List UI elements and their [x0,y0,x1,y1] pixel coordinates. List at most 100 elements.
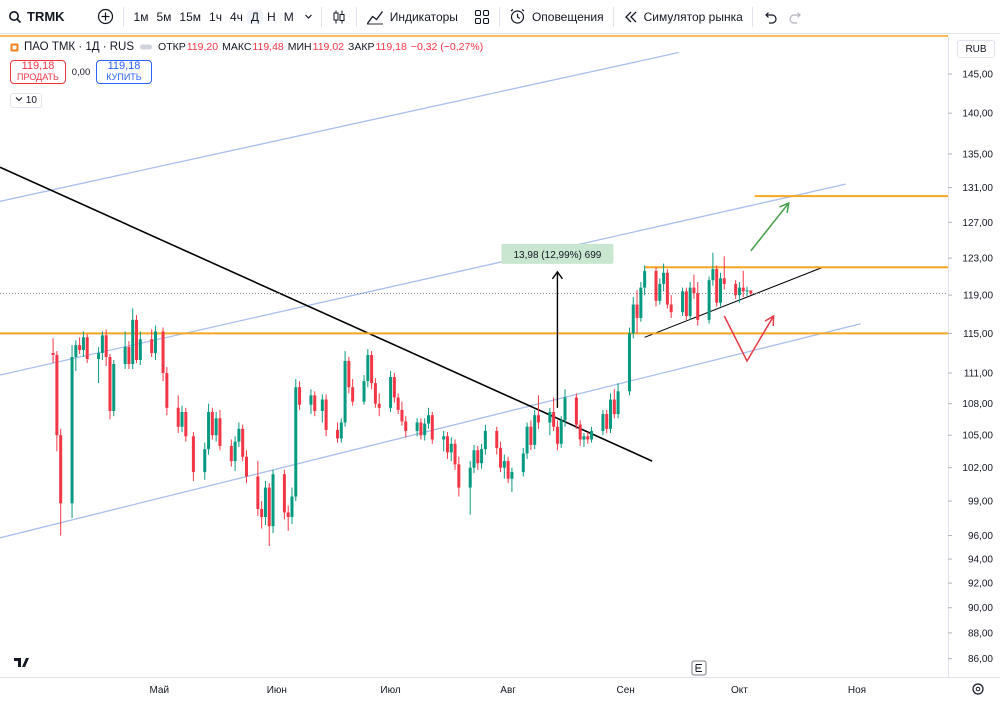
candle-body [161,331,165,374]
candle-body [582,436,586,440]
candle-body [635,304,639,318]
candle-body [256,476,260,510]
trendline-downtrend [0,166,653,462]
candle-body [442,436,446,440]
candle-body [415,422,419,431]
indicators-button[interactable]: Индикаторы [361,0,463,34]
undo-button[interactable] [757,0,783,34]
candle-body [654,270,658,301]
candle-body [298,387,302,405]
top-toolbar: TRMK 1м 5м 15м 1ч 4ч Д Н М Индикаторы Оповещени… [0,0,1000,34]
grid-icon [474,9,489,24]
candle-body [218,418,222,446]
candle-body [150,339,154,354]
rewind-icon [624,11,637,22]
buy-button[interactable]: 119,18 КУПИТЬ [96,60,152,84]
candle-body [335,429,339,439]
price-tick-label: 90,00 [968,603,993,614]
interval-2[interactable]: 15м [179,9,202,24]
price-tick-label: 119,00 [963,291,993,302]
candle-body [244,456,248,477]
candle-body [502,461,506,468]
measure-arrowhead [551,270,563,280]
redo-icon [789,11,801,24]
candle-body [191,436,195,473]
price-tick-label: 108,00 [962,399,993,410]
candle-body [745,290,749,292]
candle-body [555,426,559,444]
alerts-button[interactable]: Оповещения [504,0,609,34]
sell-button[interactable]: 119,18 ПРОДАТЬ [10,60,66,84]
market-simulator-button[interactable]: Симулятор рынка [618,0,748,34]
interval-4[interactable]: 4ч [229,9,243,24]
candle-body [430,415,434,440]
candle-body [688,287,692,317]
candle-body [127,347,131,364]
toolbar-divider [355,6,357,27]
interval-0[interactable]: 1м [133,9,149,24]
interval-3[interactable]: 1ч [209,9,222,24]
price-tick-label: 127,00 [962,218,993,229]
chevron-down-icon [304,14,312,19]
interval-6[interactable]: Н [267,9,276,24]
candle-body [574,397,578,425]
candle-body [55,355,59,436]
interval-dropdown[interactable] [300,0,317,34]
candle-body [669,304,673,313]
candle-body [112,363,116,411]
candle-body [241,428,245,457]
candle-body [294,387,298,497]
candle-body [609,399,613,429]
interval-7[interactable]: М [283,9,294,24]
interval-1[interactable]: 5м [156,9,172,24]
measure-label: 13,98 (12,99%) 699 [514,250,602,261]
candle-body [184,412,188,437]
candle-body [229,445,233,462]
price-tick-label: 115,00 [963,329,993,340]
candle-body [665,272,669,305]
candle-body [483,430,487,450]
candle-body [627,333,631,392]
candle-body [711,269,715,281]
interval-5[interactable]: Д [246,9,264,24]
redo-button[interactable] [783,0,809,34]
trendline-middle-channel [0,183,846,376]
candle-body [741,287,745,292]
candle-body [131,319,135,364]
high-value: 119,48 [252,41,284,53]
currency-selector[interactable]: RUB [957,40,995,58]
candle-body [309,395,313,405]
candle-body [207,412,211,450]
candle-body [282,474,286,513]
candle-body [472,450,476,468]
candle-body [320,399,324,411]
compare-button[interactable] [92,0,119,34]
spread-value: 0,00 [71,66,91,78]
candle-body [715,269,719,303]
layouts-button[interactable] [469,0,495,34]
candle-body [263,487,267,518]
candle-body [601,414,605,431]
toggle-eye-icon[interactable] [140,44,153,50]
chart-type-button[interactable] [326,0,352,34]
symbol-search[interactable]: TRMK [0,0,70,34]
candle-body [605,414,609,429]
candle-body [684,291,688,317]
price-tick-label: 88,00 [968,628,993,639]
price-tick-label: 102,00 [962,463,993,474]
candles-icon [333,10,345,23]
candle-body [552,412,556,427]
candle-body [536,415,540,423]
candle-body [445,436,449,453]
candle-body [290,496,294,518]
toolbar-divider [122,6,124,27]
candle-body [180,412,184,427]
high-label: МАКС [222,41,252,53]
buy-price: 119,18 [107,60,141,72]
indicators-collapse-button[interactable]: 10 [10,93,42,108]
candle-body [135,319,139,360]
price-axis-bg [948,35,1000,702]
price-axis: 86,00 88,00 90,00 92,00 94,00 96,00 99,00 102,0… [948,35,1000,702]
